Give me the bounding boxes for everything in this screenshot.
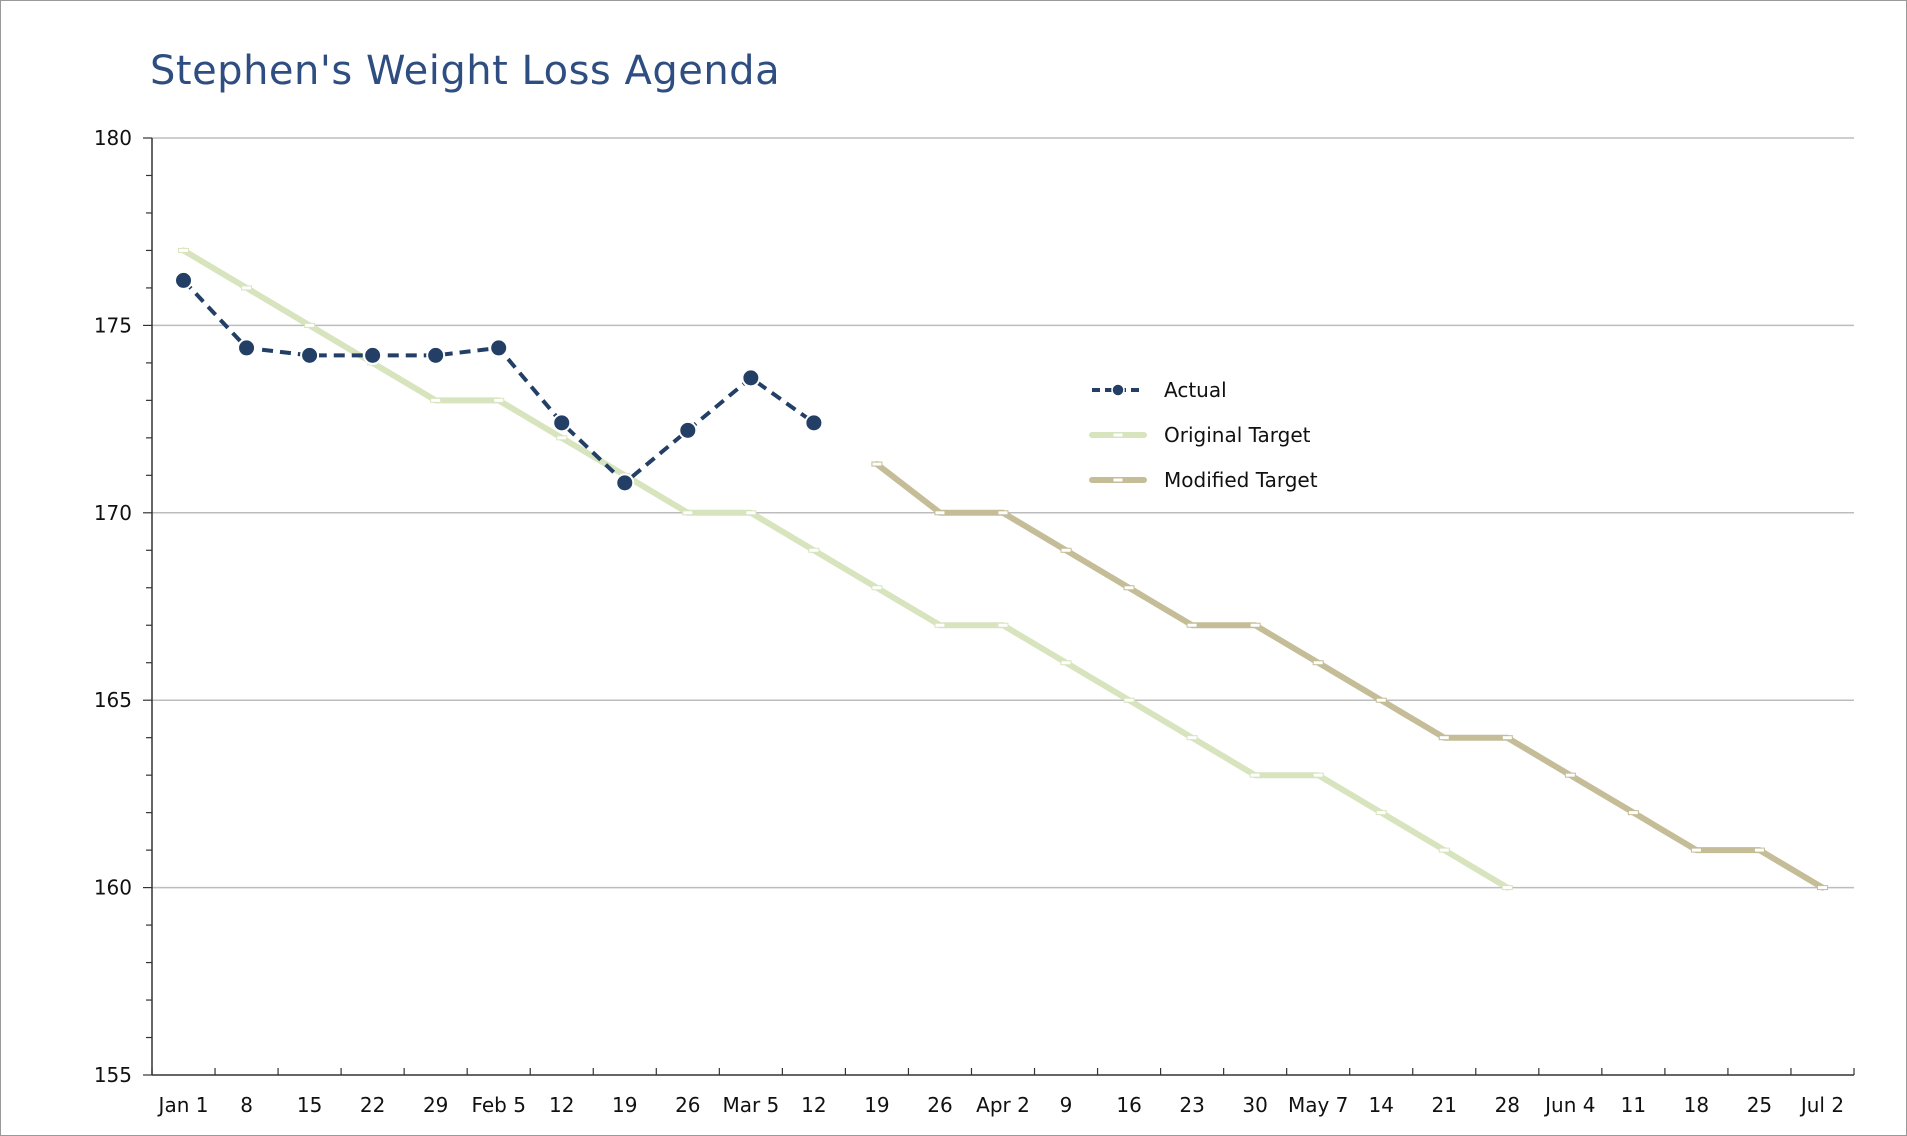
actual-point bbox=[363, 345, 383, 365]
original-target-point bbox=[1438, 847, 1450, 853]
modified-target-point bbox=[1186, 622, 1198, 628]
original-target-point bbox=[745, 510, 757, 516]
modified-target-point bbox=[1312, 660, 1324, 666]
original-target-point bbox=[682, 510, 694, 516]
chart-title: Stephen's Weight Loss Agenda bbox=[150, 48, 781, 94]
legend-item-actual: Actual bbox=[1092, 378, 1227, 402]
series-lines bbox=[174, 247, 1828, 891]
modified-target-point bbox=[1564, 772, 1576, 778]
modified-target-point bbox=[1690, 847, 1702, 853]
actual-point bbox=[174, 270, 194, 290]
x-tick-label: 19 bbox=[612, 1093, 637, 1117]
original-target-point bbox=[871, 585, 883, 591]
y-tick-label: 160 bbox=[94, 876, 132, 900]
legend-item-modified-target: Modified Target bbox=[1089, 468, 1318, 492]
legend-marker-modified-target bbox=[1112, 477, 1124, 483]
x-tick-label: Jan 1 bbox=[157, 1093, 209, 1117]
original-target-point bbox=[430, 397, 442, 403]
original-target-point bbox=[241, 285, 253, 291]
modified-target-point bbox=[1438, 735, 1450, 741]
x-tick-label: 9 bbox=[1060, 1093, 1073, 1117]
original-target-point bbox=[934, 622, 946, 628]
modified-target-point bbox=[1249, 622, 1261, 628]
legend-marker-original-target bbox=[1112, 432, 1124, 438]
original-target-point bbox=[1501, 885, 1513, 891]
modified-target-point bbox=[1060, 547, 1072, 553]
modified-target-point bbox=[1816, 885, 1828, 891]
original-target-point bbox=[1312, 772, 1324, 778]
actual-point bbox=[804, 413, 824, 433]
legend-item-original-target: Original Target bbox=[1089, 423, 1311, 447]
legend-label-original-target: Original Target bbox=[1164, 423, 1311, 447]
modified-target-point bbox=[1627, 810, 1639, 816]
x-tick-label: Jun 4 bbox=[1543, 1093, 1595, 1117]
actual-point bbox=[615, 473, 635, 493]
legend-label-modified-target: Modified Target bbox=[1164, 468, 1318, 492]
x-tick-label: 30 bbox=[1242, 1093, 1267, 1117]
x-tick-label: 22 bbox=[360, 1093, 385, 1117]
y-tick-label: 165 bbox=[94, 688, 132, 712]
original-target-point bbox=[808, 547, 820, 553]
x-tick-label: 29 bbox=[423, 1093, 448, 1117]
actual-line bbox=[182, 279, 816, 485]
modified-target-point bbox=[997, 510, 1009, 516]
y-tick-label: 180 bbox=[94, 126, 132, 150]
x-tick-label: 12 bbox=[801, 1093, 826, 1117]
x-tick-label: 18 bbox=[1684, 1093, 1709, 1117]
actual-point bbox=[741, 368, 761, 388]
modified-target-point bbox=[1375, 697, 1387, 703]
modified-target-point bbox=[871, 461, 883, 467]
x-tick-label: 26 bbox=[927, 1093, 952, 1117]
actual-point bbox=[237, 338, 257, 358]
legend-label-actual: Actual bbox=[1164, 378, 1227, 402]
modified-target-point bbox=[1753, 847, 1765, 853]
x-tick-label: Apr 2 bbox=[976, 1093, 1030, 1117]
modified-target-line bbox=[873, 461, 1826, 891]
x-tick-label: 14 bbox=[1368, 1093, 1393, 1117]
original-target-point bbox=[997, 622, 1009, 628]
original-target-point bbox=[1375, 810, 1387, 816]
actual-point bbox=[300, 345, 320, 365]
x-tick-label: Feb 5 bbox=[471, 1093, 526, 1117]
x-tick-label: 12 bbox=[549, 1093, 574, 1117]
actual-point bbox=[426, 345, 446, 365]
y-tick-label: 155 bbox=[94, 1063, 132, 1087]
modified-target-point bbox=[1123, 585, 1135, 591]
x-tick-label: 25 bbox=[1747, 1093, 1772, 1117]
actual-point bbox=[678, 420, 698, 440]
original-target-point bbox=[1186, 735, 1198, 741]
modified-target-point bbox=[934, 510, 946, 516]
original-target-point bbox=[304, 322, 316, 328]
original-target-point bbox=[1060, 660, 1072, 666]
x-tick-label: 21 bbox=[1432, 1093, 1457, 1117]
actual-point bbox=[489, 338, 509, 358]
original-target-point bbox=[556, 435, 568, 441]
original-target-point bbox=[493, 397, 505, 403]
x-tick-label: 16 bbox=[1116, 1093, 1141, 1117]
x-tick-label: 23 bbox=[1179, 1093, 1204, 1117]
x-tick-label: Jul 2 bbox=[1799, 1093, 1844, 1117]
original-target-point bbox=[1249, 772, 1261, 778]
x-tick-label: May 7 bbox=[1288, 1093, 1348, 1117]
axes: 155 160 165 170 175 180 Jan 1 8 15 22 29 Feb 5 12 19 2… bbox=[94, 126, 1855, 1117]
x-tick-label: 26 bbox=[675, 1093, 700, 1117]
x-tick-label: 8 bbox=[240, 1093, 253, 1117]
legend-marker-actual bbox=[1111, 383, 1125, 397]
x-tick-label: 15 bbox=[297, 1093, 322, 1117]
actual-point bbox=[552, 413, 572, 433]
x-tick-label: 28 bbox=[1495, 1093, 1520, 1117]
original-target-line bbox=[180, 247, 1511, 891]
y-tick-label: 170 bbox=[94, 501, 132, 525]
x-tick-label: 11 bbox=[1621, 1093, 1646, 1117]
original-target-point bbox=[178, 247, 190, 253]
x-tick-label: Mar 5 bbox=[722, 1093, 779, 1117]
legend: Actual Original Target Modified Target bbox=[1089, 378, 1318, 492]
y-tick-label: 175 bbox=[94, 313, 132, 337]
x-tick-label: 19 bbox=[864, 1093, 889, 1117]
modified-target-point bbox=[1501, 735, 1513, 741]
original-target-point bbox=[1123, 697, 1135, 703]
